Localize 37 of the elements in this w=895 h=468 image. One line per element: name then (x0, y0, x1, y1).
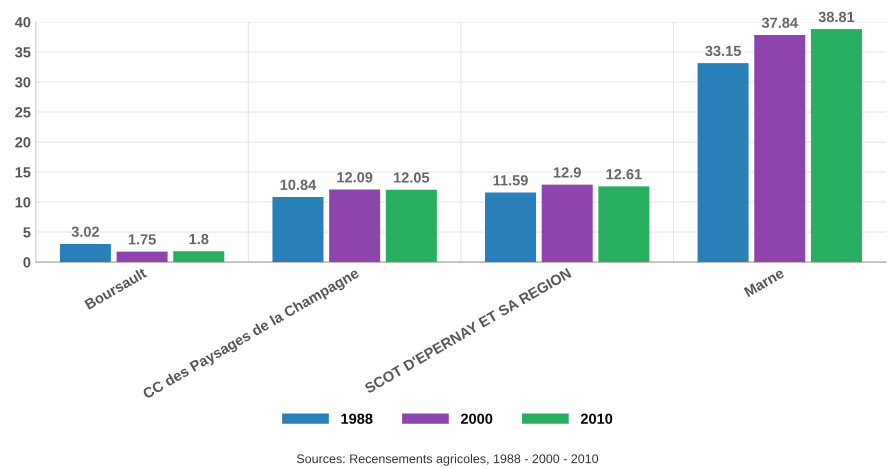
data-label: 37.84 (762, 18, 798, 28)
y-tick-label: 0 (23, 257, 30, 268)
source-note: Sources: Recensements agricoles, 1988 - 2000 - 2010 (296, 454, 598, 466)
bar (698, 63, 749, 262)
legend-label: 2000 (460, 414, 492, 424)
bar (386, 190, 437, 262)
y-tick-label: 30 (15, 77, 30, 88)
bar (485, 192, 536, 262)
y-tick-label: 25 (15, 107, 31, 118)
data-label: 1.75 (128, 234, 156, 245)
bar (272, 197, 324, 262)
data-label: 38.81 (818, 12, 854, 22)
legend-label: 1988 (341, 414, 373, 424)
legend-label: 2010 (580, 414, 612, 424)
bar (329, 190, 380, 262)
data-label: 1.8 (190, 234, 208, 244)
bar (598, 186, 650, 262)
bar (173, 251, 224, 262)
data-label: 12.09 (337, 172, 372, 182)
data-label: 3.02 (72, 226, 100, 237)
y-tick-label: 10 (16, 197, 30, 208)
y-tick-label: 20 (15, 137, 30, 148)
y-tick-label: 40 (14, 17, 30, 28)
data-label: 10.84 (280, 180, 316, 190)
data-label: 12.61 (606, 169, 642, 180)
bar (60, 244, 111, 262)
bar (542, 184, 593, 262)
data-label: 11.59 (494, 175, 528, 186)
data-label: 33.15 (705, 46, 741, 56)
bar (810, 29, 862, 262)
data-label: 12.9 (554, 167, 581, 178)
y-tick-label: 5 (23, 227, 31, 238)
bar (754, 34, 806, 262)
bar (116, 252, 168, 262)
y-tick-label: 15 (16, 167, 31, 178)
y-tick-label: 35 (15, 47, 31, 58)
data-label: 12.05 (394, 172, 430, 183)
